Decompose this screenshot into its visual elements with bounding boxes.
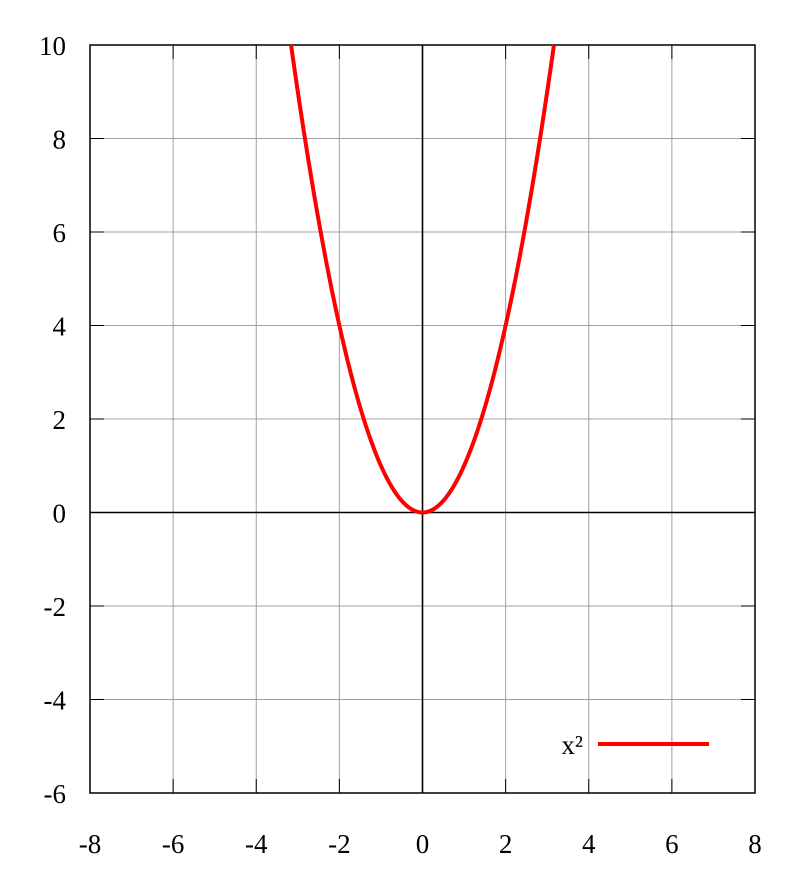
y-tick-labels: -6 -4 -2 0 2 4 6 8 10 bbox=[39, 31, 67, 809]
tick-marks bbox=[89, 44, 756, 794]
y-tick-label: 6 bbox=[53, 218, 67, 248]
x-tick-label: 0 bbox=[416, 829, 430, 859]
x-tick-label: -8 bbox=[79, 829, 102, 859]
y-tick-label: 10 bbox=[39, 31, 66, 61]
y-tick-label: 2 bbox=[53, 405, 67, 435]
x-tick-label: -2 bbox=[328, 829, 351, 859]
x-tick-labels: -8 -6 -4 -2 0 2 4 6 8 bbox=[79, 829, 762, 859]
x-tick-label: -6 bbox=[162, 829, 185, 859]
x-tick-label: 8 bbox=[748, 829, 762, 859]
y-tick-label: 4 bbox=[53, 312, 67, 342]
x-tick-label: -4 bbox=[245, 829, 268, 859]
y-tick-label: 0 bbox=[53, 499, 67, 529]
x-tick-label: 6 bbox=[665, 829, 679, 859]
y-tick-label: -6 bbox=[44, 779, 67, 809]
y-tick-label: -4 bbox=[44, 686, 67, 716]
legend: x² bbox=[561, 730, 709, 760]
series-layer bbox=[289, 44, 556, 515]
x-tick-label: 4 bbox=[582, 829, 596, 859]
y-tick-label: 8 bbox=[53, 125, 67, 155]
legend-label: x² bbox=[561, 730, 583, 760]
x-tick-label: 2 bbox=[499, 829, 513, 859]
series-line-x-squared bbox=[289, 44, 556, 515]
y-tick-label: -2 bbox=[44, 592, 67, 622]
